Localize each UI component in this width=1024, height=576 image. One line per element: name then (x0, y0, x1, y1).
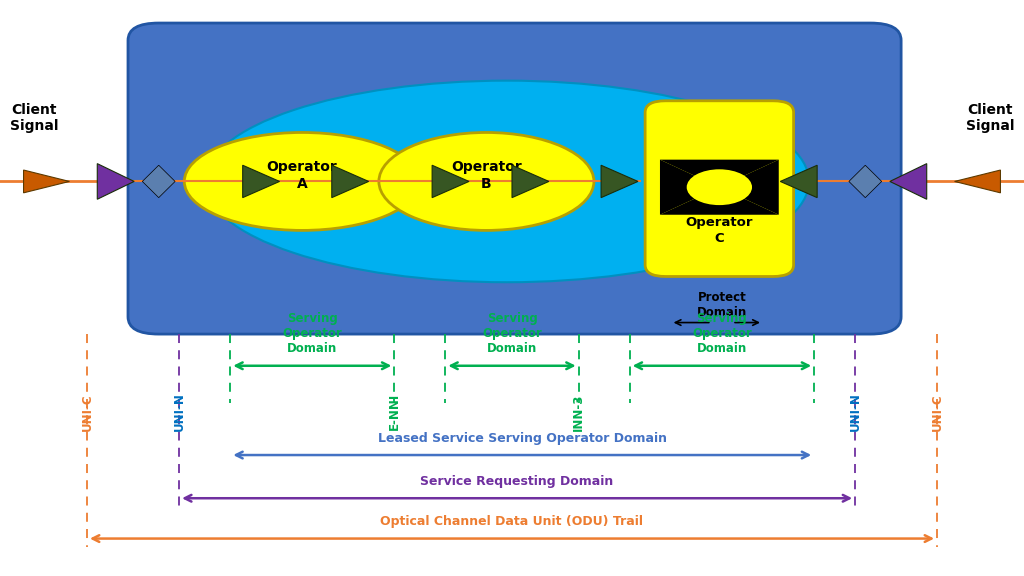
Text: Operator
A: Operator A (266, 160, 338, 191)
Polygon shape (659, 160, 779, 187)
Text: Client
Signal: Client Signal (966, 103, 1015, 133)
Polygon shape (601, 165, 638, 198)
Polygon shape (659, 187, 779, 215)
Polygon shape (24, 170, 70, 193)
Text: Serving
Operator
Domain: Serving Operator Domain (692, 312, 752, 355)
Text: Operator
B: Operator B (451, 160, 522, 191)
Text: INN-3: INN-3 (572, 393, 585, 430)
Ellipse shape (205, 81, 809, 282)
FancyBboxPatch shape (645, 101, 794, 276)
FancyBboxPatch shape (128, 23, 901, 334)
Polygon shape (719, 160, 779, 215)
Text: Service Requesting Domain: Service Requesting Domain (421, 475, 613, 488)
Text: E-NNI: E-NNI (388, 393, 400, 430)
Polygon shape (243, 165, 280, 198)
Text: UNI-C: UNI-C (81, 393, 93, 431)
Text: Optical Channel Data Unit (ODU) Trail: Optical Channel Data Unit (ODU) Trail (381, 515, 643, 528)
Text: UNI-N: UNI-N (173, 392, 185, 431)
Text: UNI-C: UNI-C (931, 393, 943, 431)
Text: Serving
Operator
Domain: Serving Operator Domain (283, 312, 342, 355)
Polygon shape (890, 164, 927, 199)
Polygon shape (780, 165, 817, 198)
Polygon shape (512, 165, 549, 198)
Text: Serving
Operator
Domain: Serving Operator Domain (482, 312, 542, 355)
Ellipse shape (687, 169, 752, 205)
Ellipse shape (184, 132, 420, 230)
Polygon shape (142, 165, 175, 198)
Polygon shape (432, 165, 469, 198)
Polygon shape (97, 164, 134, 199)
Polygon shape (332, 165, 369, 198)
Text: Leased Service Serving Operator Domain: Leased Service Serving Operator Domain (378, 431, 667, 445)
Text: Operator
C: Operator C (686, 216, 753, 245)
Ellipse shape (379, 132, 594, 230)
Polygon shape (954, 170, 1000, 193)
Text: Client
Signal: Client Signal (9, 103, 58, 133)
Polygon shape (659, 160, 719, 215)
Polygon shape (849, 165, 882, 198)
Text: UNI-N: UNI-N (849, 392, 861, 431)
Text: Protect
Domain: Protect Domain (696, 291, 748, 319)
